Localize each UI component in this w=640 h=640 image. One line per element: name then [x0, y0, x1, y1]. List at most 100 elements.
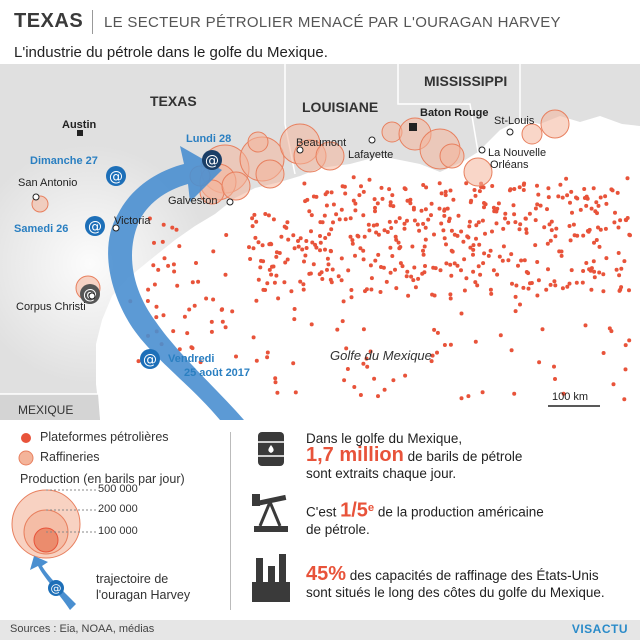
platform-dot [442, 213, 447, 218]
platform-dot [467, 219, 472, 224]
platform-dot [459, 396, 464, 401]
platform-dot [503, 211, 508, 216]
header: TEXAS LE SECTEUR PÉTROLIER MENACÉ PAR L'… [0, 0, 640, 44]
refinery-icon [252, 554, 290, 602]
platform-dot [177, 347, 182, 352]
platform-dot [152, 282, 157, 287]
platform-dot [546, 186, 551, 191]
platform-dot [627, 288, 631, 293]
platform-dot [309, 229, 313, 234]
platform-dot [512, 212, 517, 217]
platform-dot [601, 289, 606, 294]
platform-dot [394, 286, 399, 291]
stat2-rest: de la production américaine [374, 504, 544, 520]
platform-dot [597, 270, 602, 275]
platform-dot [466, 394, 471, 399]
platform-dot [443, 189, 448, 194]
refineries [31, 109, 570, 301]
platform-dot [592, 275, 597, 280]
platform-dot [623, 367, 628, 372]
platform-dot [171, 262, 176, 267]
platform-dot [256, 240, 261, 245]
platform-dot [151, 263, 156, 268]
platform-dot [172, 269, 177, 274]
platform-dot [320, 277, 325, 281]
stat3-line2: sont situés le long des côtes du golfe d… [306, 585, 605, 600]
platform-dot [429, 201, 434, 206]
platform-dot [198, 360, 203, 365]
platform-dot [430, 353, 435, 358]
platform-dot [373, 205, 377, 210]
platform-dot [361, 361, 366, 366]
legend-p100: 100 000 [98, 525, 138, 537]
platform-dot [506, 258, 511, 263]
stat3-big: 45% [306, 563, 347, 585]
platform-dot [327, 232, 331, 237]
platform-dot [417, 228, 422, 233]
platform-dot [329, 249, 333, 254]
platform-dot [174, 227, 179, 232]
platform-dot [517, 227, 522, 232]
platform-dot [147, 216, 152, 221]
platform-dot [421, 221, 426, 226]
stat2-line2: de pétrole. [306, 521, 370, 537]
svg-text:@: @ [88, 219, 102, 235]
platform-dot [439, 191, 444, 196]
platform-dot [597, 244, 602, 249]
platform-dot [435, 350, 439, 355]
platform-dot [490, 229, 494, 234]
platform-dot [437, 181, 442, 186]
platform-dot [318, 240, 323, 245]
platform-dot [546, 195, 551, 200]
platform-dot [276, 296, 281, 301]
platform-dot [318, 234, 322, 238]
platform-dot [308, 271, 313, 276]
platform-dot [437, 206, 442, 211]
city-label-beaumont: Beaumont [296, 137, 346, 149]
platform-dot [152, 240, 156, 245]
platform-dot [473, 339, 478, 344]
platform-dot [419, 208, 424, 213]
platform-dot [489, 291, 494, 296]
platform-dot [285, 257, 290, 262]
platform-dot [474, 236, 478, 241]
footer: Sources : Eia, NOAA, médias VISACTU [0, 620, 640, 640]
state-label-louisiane: LOUISIANE [302, 99, 378, 115]
platform-dot [146, 287, 151, 292]
legend-production-title: Production (en barils par jour) [20, 472, 185, 486]
platform-dot [175, 283, 180, 288]
platform-dot [275, 390, 280, 395]
platform-dot [405, 218, 409, 223]
platform-dot [247, 245, 251, 250]
refinery-bubble [521, 123, 543, 145]
platform-dot [582, 196, 587, 200]
track-label-vendredi: Vendredi [168, 353, 214, 365]
platform-dot [396, 240, 401, 245]
platform-dot [289, 289, 294, 294]
platform-dot [234, 354, 238, 359]
platform-dot [373, 209, 377, 214]
platform-dot [578, 207, 583, 212]
platform-dot [619, 266, 624, 271]
platform-dot [477, 189, 482, 194]
land-us [0, 64, 640, 420]
platform-dot [628, 233, 632, 238]
scale-label: 100 km [552, 391, 588, 403]
refinery-bubble [247, 131, 269, 153]
platform-dot [456, 213, 461, 218]
platform-dot [284, 225, 289, 230]
platform-dot [442, 236, 447, 241]
platform-dot [322, 213, 327, 218]
platform-dot [572, 233, 577, 238]
platform-dot [254, 358, 259, 363]
platform-dot [298, 279, 303, 284]
platform-dot [403, 373, 408, 378]
platform-dot [509, 252, 514, 257]
platform-dot [394, 237, 399, 242]
oil-pump-icon [252, 494, 288, 532]
city-label-st-louis: St-Louis [494, 115, 535, 127]
city-marker-san-antonio [32, 193, 40, 201]
platform-dot [303, 253, 308, 258]
platform-dot [598, 227, 603, 232]
refinery-bubble [255, 159, 285, 189]
